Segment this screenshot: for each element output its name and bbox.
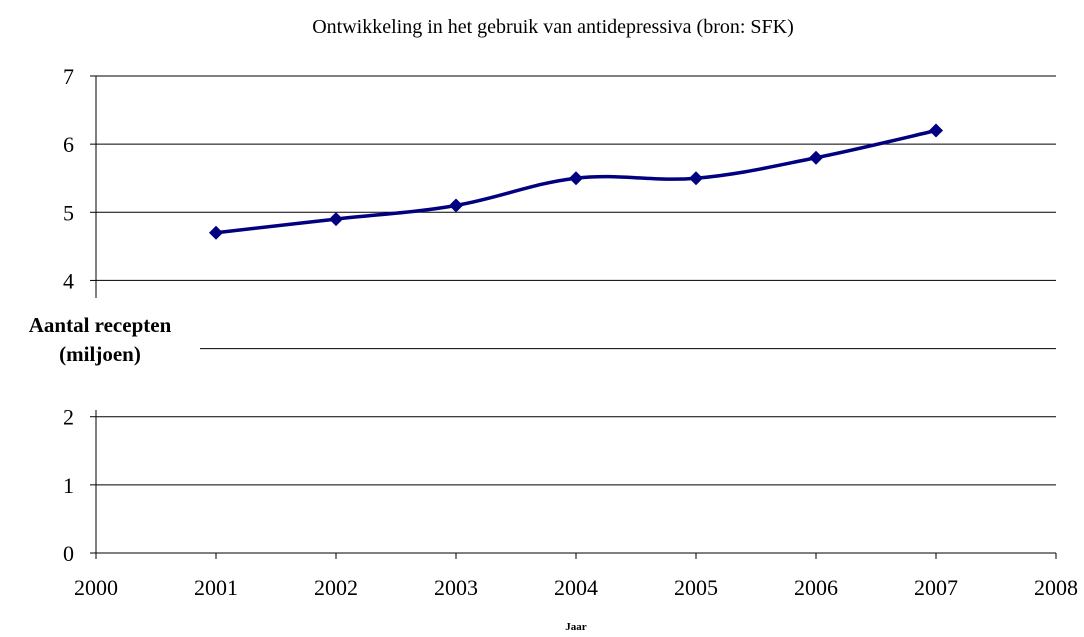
x-tick-label-2004: 2004	[554, 575, 598, 600]
x-tick-label-2001: 2001	[194, 575, 238, 600]
x-tick-label-2008: 2008	[1034, 575, 1078, 600]
x-axis-label: Jaar	[565, 621, 587, 633]
y-tick-label-2: 2	[63, 405, 74, 430]
y-axis-label-line2: (miljoen)	[59, 342, 141, 366]
axes	[90, 75, 1057, 559]
data-point-2001	[209, 225, 223, 240]
x-tick-labels: 2000 2001 2002 2003 2004 2005 2006 2007 2008	[74, 575, 1078, 600]
x-tick-label-2007: 2007	[914, 575, 958, 600]
x-tick-label-2000: 2000	[74, 575, 118, 600]
data-point-2004	[569, 171, 583, 186]
y-tick-label-1: 1	[63, 473, 74, 498]
x-tick-label-2006: 2006	[794, 575, 838, 600]
data-point-2005	[689, 171, 703, 186]
chart-title: Ontwikkeling in het gebruik van antidepr…	[312, 16, 794, 38]
data-points	[209, 123, 943, 240]
y-tick-label-4: 4	[63, 268, 74, 293]
x-tick-label-2003: 2003	[434, 575, 478, 600]
data-point-2007	[929, 123, 943, 138]
x-tick-label-2002: 2002	[314, 575, 358, 600]
data-point-2003	[449, 198, 463, 213]
y-tick-label-5: 5	[63, 200, 74, 225]
y-axis-label-line1: Aantal recepten	[29, 313, 172, 337]
y-tick-label-0: 0	[63, 541, 74, 566]
y-tick-label-7: 7	[63, 64, 74, 89]
grid-lines	[96, 75, 1056, 486]
y-label-backdrop	[0, 298, 200, 410]
data-point-2006	[809, 150, 823, 165]
data-point-2002	[329, 212, 343, 227]
x-tick-label-2005: 2005	[674, 575, 718, 600]
y-tick-label-6: 6	[63, 132, 74, 157]
